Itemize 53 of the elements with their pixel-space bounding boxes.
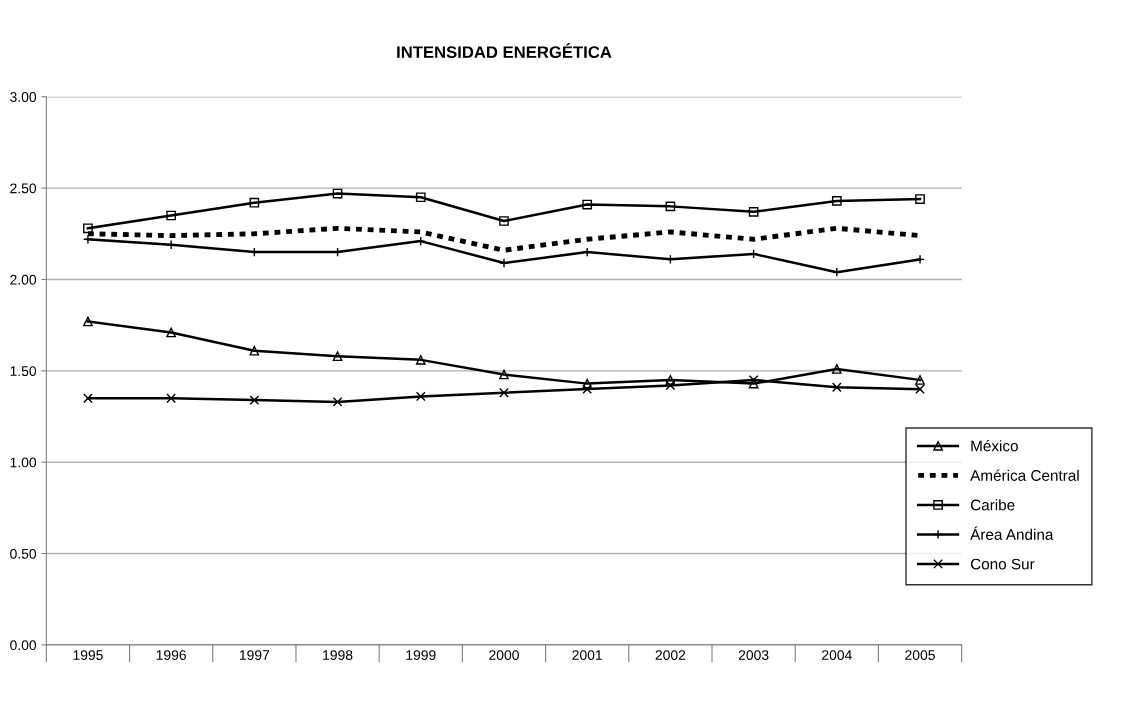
y-tick-label: 0.50 xyxy=(10,548,37,559)
x-tick-label: 1995 xyxy=(73,650,103,660)
y-tick-label: 0.00 xyxy=(10,640,37,651)
x-tick-label: 2003 xyxy=(738,650,769,660)
legend-label: México xyxy=(971,439,1018,452)
point xyxy=(166,327,177,338)
chart-title: INTENSIDAD ENERGÉTICA xyxy=(397,43,612,59)
x-tick-label: 1998 xyxy=(323,650,353,660)
x-tick-label: 2001 xyxy=(572,650,602,660)
x-tick-label: 1999 xyxy=(406,650,436,660)
legend-label: Caribe xyxy=(970,499,1015,511)
x-tick-label: 2004 xyxy=(822,650,852,660)
legend-label: Cono Sur xyxy=(970,558,1035,570)
point xyxy=(83,316,93,327)
point xyxy=(249,197,260,208)
point xyxy=(499,216,509,226)
point xyxy=(83,393,93,404)
point xyxy=(665,201,676,212)
point xyxy=(831,382,842,393)
point xyxy=(915,384,925,394)
legend-label: América Central xyxy=(970,469,1079,481)
y-tick-label: 2.50 xyxy=(10,183,37,194)
point xyxy=(665,380,676,391)
point xyxy=(249,345,260,356)
x-tick-label: 1997 xyxy=(239,650,270,660)
point xyxy=(166,210,177,221)
point xyxy=(582,199,593,210)
y-tick-label: 1.50 xyxy=(10,366,37,376)
point xyxy=(415,391,426,402)
point xyxy=(748,206,759,217)
y-tick-label: 3.00 xyxy=(10,92,37,102)
point xyxy=(166,393,177,404)
y-tick-label: 2.00 xyxy=(10,274,37,285)
legend-label: Área Andina xyxy=(970,526,1054,540)
point xyxy=(831,196,842,206)
point xyxy=(332,397,343,407)
point xyxy=(831,364,842,374)
point xyxy=(249,395,260,405)
x-tick-label: 1996 xyxy=(156,650,186,660)
y-tick-label: 1.00 xyxy=(10,457,37,468)
point xyxy=(499,369,509,380)
point xyxy=(415,192,426,203)
point xyxy=(415,355,426,365)
point xyxy=(83,223,93,234)
point xyxy=(748,378,759,389)
point xyxy=(915,194,925,204)
point xyxy=(499,387,509,398)
point xyxy=(332,188,343,199)
point xyxy=(332,351,343,362)
point xyxy=(915,375,925,385)
x-tick-label: 2005 xyxy=(905,650,935,660)
x-tick-label: 2000 xyxy=(489,650,519,660)
x-tick-label: 2002 xyxy=(655,650,686,660)
